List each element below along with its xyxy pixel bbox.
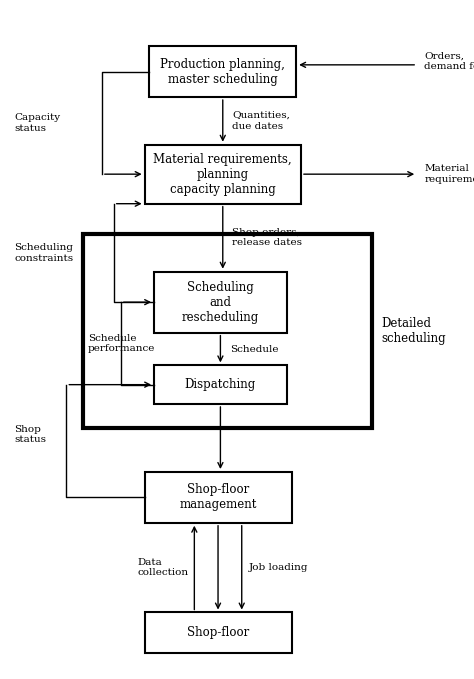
Text: Job loading: Job loading xyxy=(249,563,309,572)
Text: Scheduling
and
rescheduling: Scheduling and rescheduling xyxy=(182,280,259,324)
Text: Shop-floor: Shop-floor xyxy=(187,626,249,640)
Text: Shop orders,
release dates: Shop orders, release dates xyxy=(232,228,302,247)
Text: Shop
status: Shop status xyxy=(14,424,46,444)
Text: Schedule
performance: Schedule performance xyxy=(88,333,155,353)
Text: Shop-floor
management: Shop-floor management xyxy=(179,483,257,511)
Text: Dispatching: Dispatching xyxy=(185,378,256,391)
FancyBboxPatch shape xyxy=(154,272,287,333)
Text: Schedule: Schedule xyxy=(230,344,278,354)
Text: Data
collection: Data collection xyxy=(137,558,189,577)
Text: Material requirements,
planning
capacity planning: Material requirements, planning capacity… xyxy=(154,153,292,196)
Text: Detailed
scheduling: Detailed scheduling xyxy=(382,317,446,345)
FancyBboxPatch shape xyxy=(145,472,292,523)
Text: Quantities,
due dates: Quantities, due dates xyxy=(232,111,290,130)
FancyBboxPatch shape xyxy=(145,145,301,204)
Text: Capacity
status: Capacity status xyxy=(14,113,60,132)
Text: Orders,
demand forecasts: Orders, demand forecasts xyxy=(424,52,474,71)
Text: Scheduling
constraints: Scheduling constraints xyxy=(14,243,73,263)
FancyBboxPatch shape xyxy=(154,365,287,404)
Text: Material
requirements: Material requirements xyxy=(424,164,474,184)
Text: Production planning,
master scheduling: Production planning, master scheduling xyxy=(160,58,285,86)
FancyBboxPatch shape xyxy=(145,612,292,653)
FancyBboxPatch shape xyxy=(149,46,296,97)
